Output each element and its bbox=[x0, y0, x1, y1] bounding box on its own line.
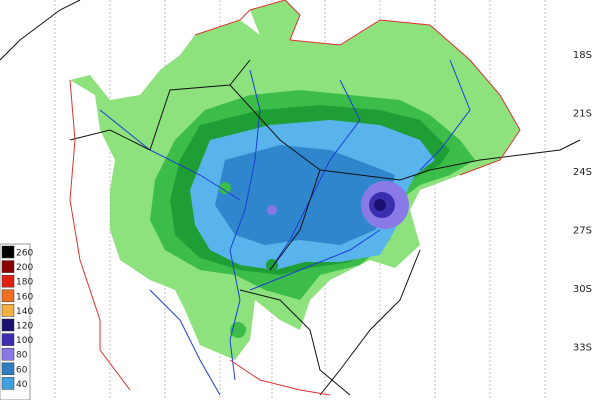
lat-labels: 18S 21S 24S 27S 30S 33S bbox=[573, 50, 592, 354]
lat-label: 18S bbox=[573, 50, 592, 61]
legend-label: 120 bbox=[16, 322, 33, 332]
lat-label: 33S bbox=[573, 343, 592, 354]
legend-label: 60 bbox=[16, 365, 28, 375]
legend-swatch bbox=[1, 274, 15, 288]
legend-swatch bbox=[1, 260, 15, 273]
legend-swatch bbox=[1, 289, 15, 303]
legend-label: 260 bbox=[16, 249, 33, 259]
precip-blue bbox=[215, 145, 395, 245]
legend: 260 200 180 160 140 120 100 80 60 40 bbox=[0, 243, 33, 400]
legend-swatch bbox=[1, 362, 15, 376]
legend-swatch bbox=[1, 333, 15, 346]
legend-label: 100 bbox=[16, 336, 33, 346]
country-outline bbox=[69, 0, 521, 396]
legend-swatch bbox=[1, 347, 15, 361]
lat-label: 24S bbox=[573, 167, 592, 178]
precip-purple bbox=[219, 181, 409, 338]
legend-swatch bbox=[1, 377, 15, 390]
legend-label: 200 bbox=[16, 263, 33, 273]
legend-swatch bbox=[1, 318, 15, 332]
legend-label: 80 bbox=[16, 351, 28, 361]
legend-label: 140 bbox=[16, 307, 33, 317]
lat-label: 21S bbox=[573, 109, 592, 120]
lat-label: 27S bbox=[573, 226, 592, 237]
legend-swatch bbox=[1, 245, 15, 259]
legend-label: 160 bbox=[16, 292, 33, 302]
rivers bbox=[99, 59, 471, 396]
legend-swatch bbox=[1, 304, 15, 317]
legend-label: 40 bbox=[16, 380, 28, 390]
legend-label: 180 bbox=[16, 278, 33, 288]
borders bbox=[0, 0, 581, 396]
lat-label: 30S bbox=[573, 284, 592, 295]
